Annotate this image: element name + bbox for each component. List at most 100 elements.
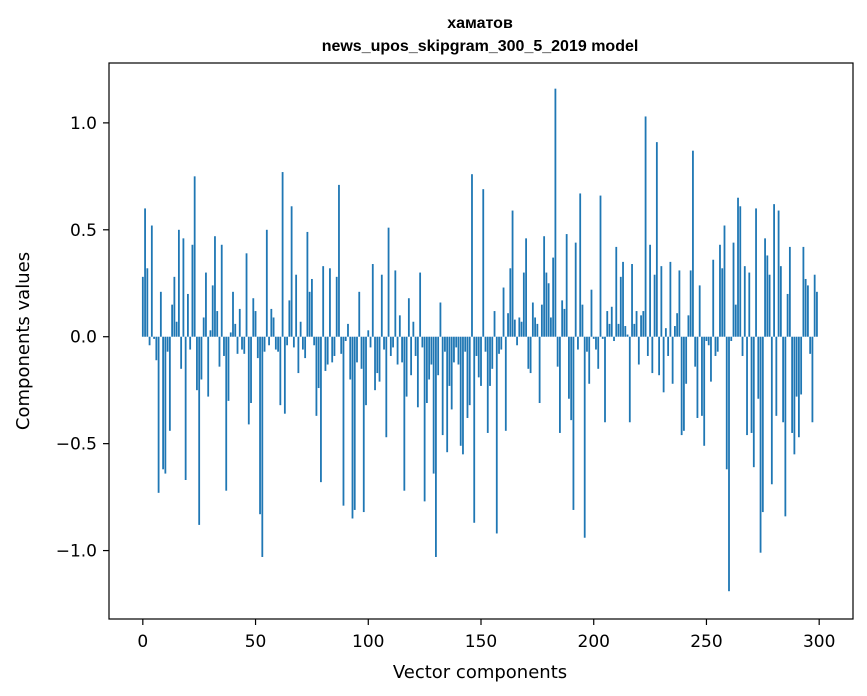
bar-13 xyxy=(171,304,174,337)
bar-271 xyxy=(752,336,755,468)
bar-202 xyxy=(597,336,600,369)
bar-103 xyxy=(374,336,376,391)
bar-28 xyxy=(205,272,207,337)
bar-92 xyxy=(349,336,352,380)
bar-108 xyxy=(385,336,388,438)
bar-282 xyxy=(777,210,780,337)
y-tick-label: 0.5 xyxy=(70,221,97,241)
bar-50 xyxy=(254,311,257,337)
bar-288 xyxy=(791,336,794,433)
y-tick-label: 0.0 xyxy=(70,328,97,348)
bar-195 xyxy=(581,304,584,337)
bar-153 xyxy=(486,336,489,433)
bar-102 xyxy=(371,264,374,337)
bar-46 xyxy=(245,253,248,337)
bar-105 xyxy=(378,336,381,382)
bar-279 xyxy=(770,336,773,485)
bar-21 xyxy=(189,336,192,350)
bar-200 xyxy=(592,336,595,339)
bar-127 xyxy=(428,336,431,380)
bar-213 xyxy=(622,261,624,337)
bar-186 xyxy=(561,300,564,337)
bar-224 xyxy=(646,336,649,356)
bar-188 xyxy=(565,234,568,337)
bar-55 xyxy=(265,229,268,337)
bar-212 xyxy=(619,276,622,337)
bar-182 xyxy=(552,257,555,337)
bar-47 xyxy=(247,336,250,425)
bar-161 xyxy=(504,336,507,431)
bar-280 xyxy=(773,204,775,337)
x-tick-label: 0 xyxy=(137,632,148,652)
bar-100 xyxy=(367,330,370,337)
bar-48 xyxy=(250,336,252,404)
bar-67 xyxy=(292,336,295,348)
bar-191 xyxy=(572,336,575,510)
bar-77 xyxy=(315,336,318,416)
bar-69 xyxy=(297,336,300,374)
bar-226 xyxy=(651,336,654,374)
bar-227 xyxy=(653,274,656,337)
bar-91 xyxy=(347,323,349,337)
bar-253 xyxy=(712,259,715,337)
bar-49 xyxy=(252,298,255,337)
bar-16 xyxy=(177,229,180,337)
bar-5 xyxy=(153,336,155,339)
bar-97 xyxy=(360,336,363,369)
bar-41 xyxy=(234,323,237,337)
bar-145 xyxy=(468,336,471,406)
bar-15 xyxy=(175,321,178,337)
bar-215 xyxy=(626,334,629,337)
bar-237 xyxy=(676,313,679,337)
bar-30 xyxy=(209,330,212,337)
bar-169 xyxy=(522,272,525,337)
bar-179 xyxy=(545,272,548,337)
bar-223 xyxy=(644,116,647,337)
bar-258 xyxy=(723,225,726,337)
bar-229 xyxy=(658,336,661,376)
bar-293 xyxy=(802,246,805,337)
bar-246 xyxy=(696,336,699,418)
bar-177 xyxy=(540,304,543,337)
bar-236 xyxy=(673,326,676,337)
bar-184 xyxy=(556,336,559,367)
bar-219 xyxy=(635,311,638,337)
x-tick-label: 250 xyxy=(690,632,722,652)
bar-1 xyxy=(144,208,146,337)
bar-138 xyxy=(453,336,455,363)
bar-152 xyxy=(484,336,487,352)
bar-110 xyxy=(389,336,392,356)
bar-296 xyxy=(809,336,812,354)
bar-222 xyxy=(642,311,645,337)
bar-142 xyxy=(462,336,464,455)
bar-194 xyxy=(579,193,582,337)
bar-218 xyxy=(633,323,636,337)
bar-124 xyxy=(421,336,424,348)
bar-82 xyxy=(326,336,329,365)
bar-12 xyxy=(168,336,171,431)
bar-135 xyxy=(446,336,449,453)
bar-193 xyxy=(577,336,579,350)
bar-126 xyxy=(425,336,428,404)
bar-95 xyxy=(356,336,358,363)
bar-2 xyxy=(146,268,149,337)
bar-10 xyxy=(164,336,167,474)
bar-171 xyxy=(527,336,530,369)
bar-31 xyxy=(211,285,214,337)
bar-197 xyxy=(586,336,588,352)
y-tick-label: −1.0 xyxy=(56,542,97,562)
bar-11 xyxy=(166,336,169,352)
bar-25 xyxy=(198,336,201,525)
bar-291 xyxy=(797,336,800,438)
bar-166 xyxy=(516,336,518,346)
bar-45 xyxy=(243,336,246,354)
bar-17 xyxy=(180,336,183,369)
bar-242 xyxy=(687,315,690,337)
bar-94 xyxy=(353,336,356,510)
y-tick-label: −0.5 xyxy=(56,435,97,455)
bar-39 xyxy=(229,332,232,337)
bar-178 xyxy=(543,236,546,337)
bar-87 xyxy=(338,184,340,337)
bar-132 xyxy=(439,302,442,337)
bar-167 xyxy=(518,317,521,337)
